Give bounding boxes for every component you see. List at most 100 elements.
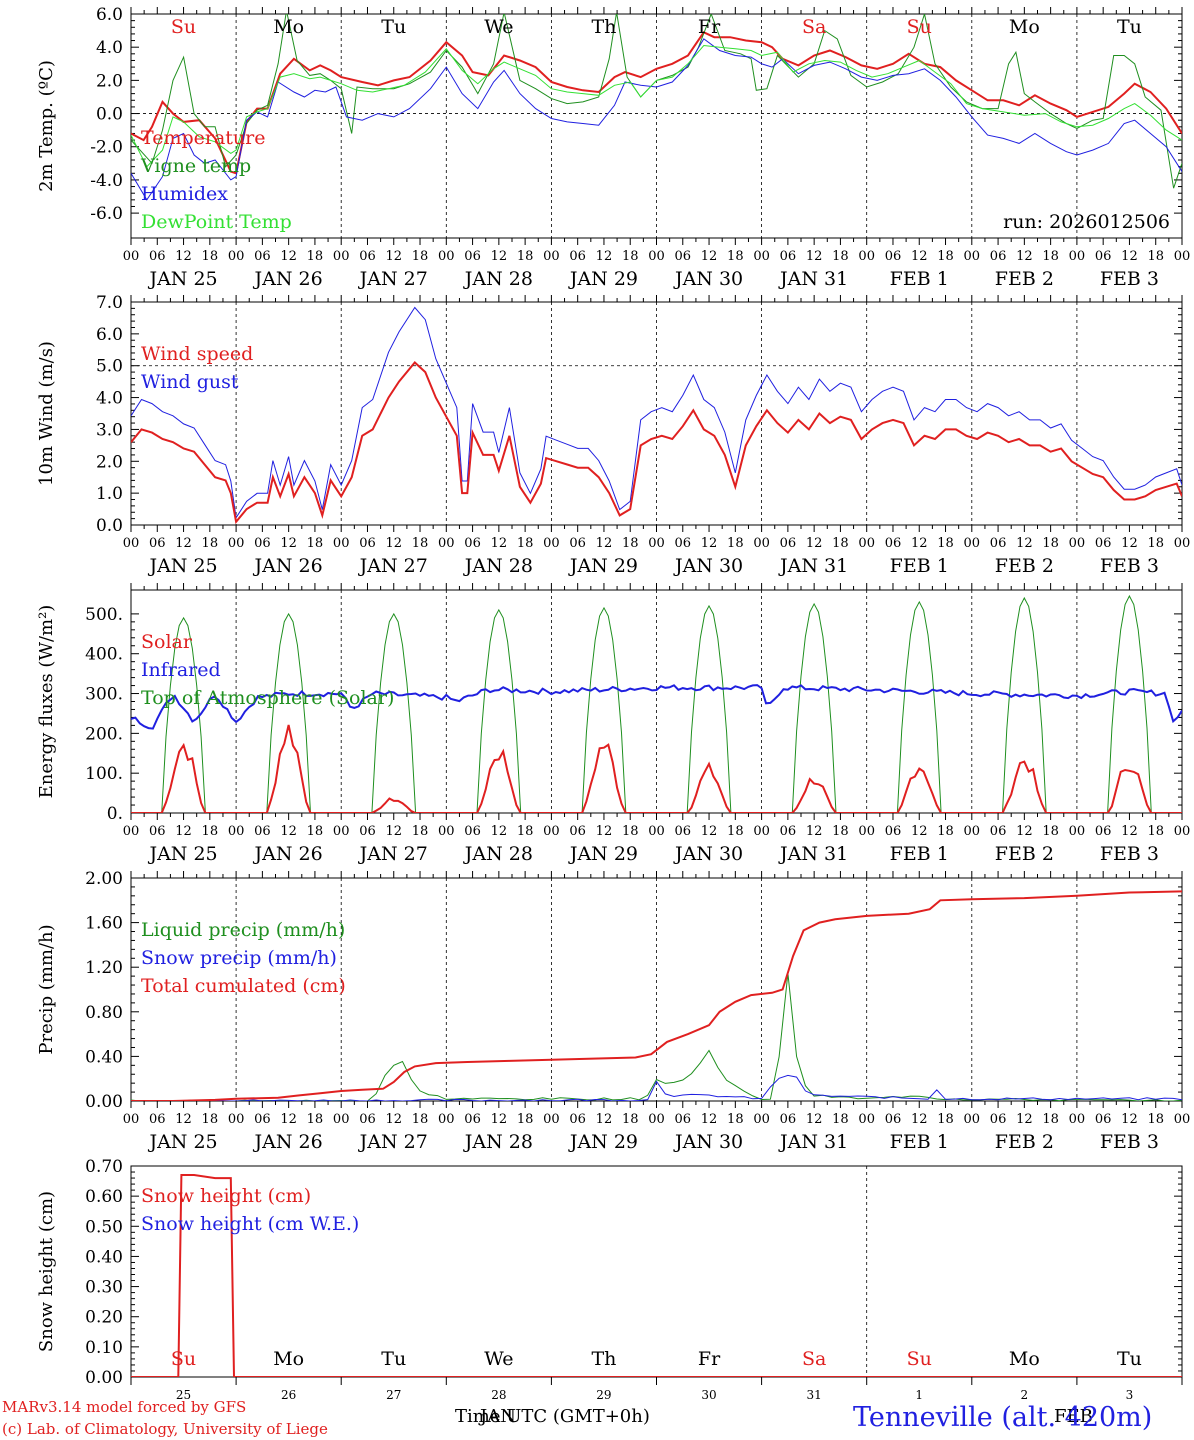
hour-tick-label: 18 [517, 824, 534, 839]
hour-tick-label: 12 [1016, 249, 1033, 264]
hour-tick-label: 06 [359, 1112, 376, 1127]
hour-tick-label: 00 [123, 536, 140, 551]
y-tick-label: 400. [85, 645, 123, 665]
hour-tick-label: 18 [202, 249, 219, 264]
hour-tick-label: 06 [149, 824, 166, 839]
hour-tick-label: 18 [1042, 1112, 1059, 1127]
weekday-label: Sa [802, 1348, 826, 1370]
weekday-label: Su [171, 1348, 196, 1370]
hour-tick-label: 06 [569, 536, 586, 551]
y-tick-label: 500. [85, 605, 123, 625]
weekday-label: Mo [273, 1348, 304, 1370]
hour-tick-label: 00 [964, 536, 981, 551]
hour-tick-label: 00 [1174, 824, 1191, 839]
hour-tick-label: 06 [675, 249, 692, 264]
y-tick-label: 200. [85, 724, 123, 744]
hour-tick-label: 06 [675, 824, 692, 839]
chart-panel-snow: 0.00 0.10 0.20 0.30 0.40 0.50 0.60 0.70 25 26 27 28… [36, 1157, 1183, 1402]
hour-tick-label: 12 [806, 1112, 823, 1127]
hour-tick-label: 18 [307, 536, 324, 551]
day-date-label: JAN 31 [778, 1131, 848, 1153]
hour-tick-label: 00 [123, 824, 140, 839]
hour-tick-label: 00 [753, 1112, 770, 1127]
hour-tick-label: 18 [202, 824, 219, 839]
hour-tick-label: 18 [937, 249, 954, 264]
hour-tick-label: 18 [622, 824, 639, 839]
y-tick-label: 0.20 [85, 1308, 123, 1328]
day-date-label: JAN 27 [358, 843, 428, 865]
hour-tick-label: 18 [937, 824, 954, 839]
day-date-label: JAN 28 [463, 268, 533, 290]
hour-tick-label: 12 [491, 536, 508, 551]
hour-tick-label: 18 [1147, 1112, 1164, 1127]
weekday-label: Tu [381, 1348, 406, 1370]
legend-wind-gust: Wind gust [141, 371, 239, 393]
hour-tick-label: 12 [911, 249, 928, 264]
hour-tick-label: 06 [569, 824, 586, 839]
hour-tick-label: 18 [517, 249, 534, 264]
day-date-label: JAN 29 [568, 555, 638, 577]
y-axis-title: Energy fluxes (W/m²) [36, 605, 57, 799]
hour-tick-label: 00 [964, 1112, 981, 1127]
legend-snow-precip-mm-h: Snow precip (mm/h) [141, 947, 337, 969]
y-tick-label: 0.50 [85, 1217, 123, 1237]
hour-tick-label: 18 [1147, 824, 1164, 839]
hour-tick-label: 12 [491, 1112, 508, 1127]
y-tick-label: -4.0 [90, 171, 123, 191]
y-tick-label: 4.0 [96, 389, 123, 409]
day-date-label: FEB 1 [890, 555, 949, 577]
plot-frame [130, 13, 1183, 239]
hour-tick-label: 12 [701, 536, 718, 551]
y-tick-label: 2.00 [85, 869, 123, 889]
hour-tick-label: 00 [1069, 1112, 1086, 1127]
hour-tick-label: 06 [254, 824, 271, 839]
y-tick-label: -2.0 [90, 138, 123, 158]
weekday-label: Th [591, 1348, 616, 1370]
footer-month-feb: FEB [1054, 1406, 1093, 1427]
hour-tick-label: 00 [543, 824, 560, 839]
hour-tick-label: 00 [648, 1112, 665, 1127]
hour-tick-label: 00 [1069, 249, 1086, 264]
hour-tick-label: 12 [911, 536, 928, 551]
hour-tick-label: 00 [438, 249, 455, 264]
day-date-label: JAN 25 [147, 555, 217, 577]
hour-tick-label: 06 [464, 824, 481, 839]
hour-tick-label: 06 [990, 824, 1007, 839]
day-date-label: JAN 25 [147, 843, 217, 865]
y-tick-label: 7.0 [96, 293, 123, 313]
hour-tick-label: 18 [937, 536, 954, 551]
day-date-label: FEB 1 [890, 1131, 949, 1153]
hour-tick-label: 12 [1016, 824, 1033, 839]
day-number-label: 30 [701, 1388, 716, 1402]
y-tick-label: 0.10 [85, 1338, 123, 1358]
hour-tick-label: 00 [228, 536, 245, 551]
y-tick-label: 0.0 [96, 105, 123, 125]
day-date-label: JAN 29 [568, 1131, 638, 1153]
hour-tick-label: 12 [806, 249, 823, 264]
hour-tick-label: 06 [1095, 824, 1112, 839]
y-tick-label: 2.0 [96, 452, 123, 472]
hour-tick-label: 18 [622, 249, 639, 264]
hour-tick-label: 00 [648, 249, 665, 264]
day-date-label: JAN 27 [358, 1131, 428, 1153]
hour-tick-label: 18 [1147, 536, 1164, 551]
hour-tick-label: 12 [175, 1112, 192, 1127]
legend-total-cumulated-cm: Total cumulated (cm) [141, 975, 346, 997]
day-number-label: 28 [491, 1388, 506, 1402]
hour-tick-label: 00 [438, 536, 455, 551]
weekday-label: Mo [1009, 1348, 1040, 1370]
legend-dewpoint-temp: DewPoint Temp [141, 211, 292, 233]
hour-tick-label: 18 [412, 536, 429, 551]
legend-temperature: Temperature [141, 127, 265, 149]
hour-tick-label: 18 [307, 249, 324, 264]
day-number-label: 25 [176, 1388, 191, 1402]
weekday-label: Mo [273, 16, 304, 38]
day-date-label: FEB 3 [1100, 268, 1159, 290]
day-date-label: JAN 26 [253, 555, 323, 577]
day-number-label: 29 [596, 1388, 611, 1402]
y-tick-label: 6.0 [96, 5, 123, 25]
hour-tick-label: 12 [385, 536, 402, 551]
hour-tick-label: 00 [753, 249, 770, 264]
hour-tick-label: 06 [464, 249, 481, 264]
hour-tick-label: 06 [464, 536, 481, 551]
